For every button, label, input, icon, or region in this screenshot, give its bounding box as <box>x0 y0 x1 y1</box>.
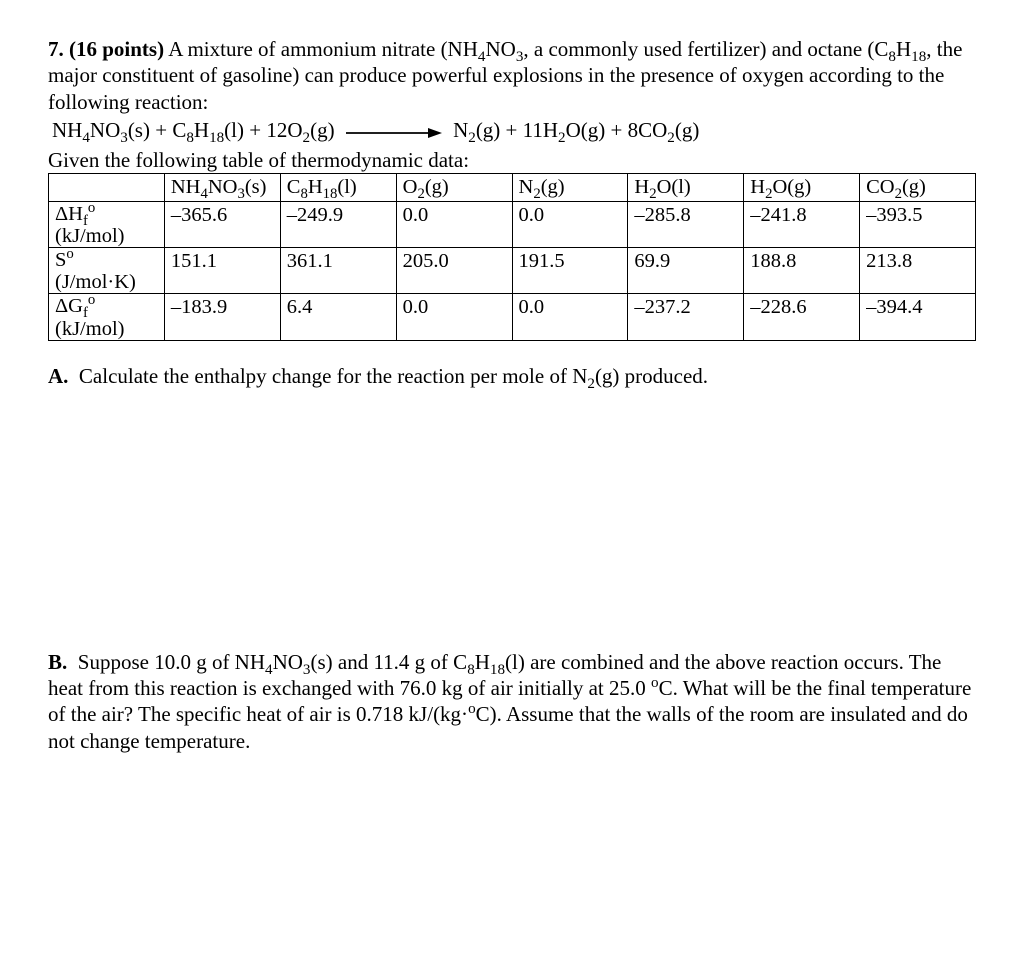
table-cell: –228.6 <box>744 294 860 340</box>
table-cell: 191.5 <box>512 248 628 294</box>
problem-intro: 7. (16 points) A mixture of ammonium nit… <box>48 36 976 115</box>
table-cell: –285.8 <box>628 201 744 247</box>
table-cell: 151.1 <box>164 248 280 294</box>
table-cell: –241.8 <box>744 201 860 247</box>
table-header-cell: N2(g) <box>512 174 628 202</box>
equation-left: NH4NO3(s) + C8H18(l) + 12O2(g) <box>52 118 335 142</box>
table-row: ΔHfo(kJ/mol) –365.6 –249.9 0.0 0.0 –285.… <box>49 201 976 247</box>
row-label: So(J/mol·K) <box>49 248 165 294</box>
table-header-cell: O2(g) <box>396 174 512 202</box>
part-letter: B. <box>48 650 67 674</box>
table-cell: 0.0 <box>396 201 512 247</box>
part-letter: A. <box>48 364 68 388</box>
table-cell: 0.0 <box>512 201 628 247</box>
table-cell: –249.9 <box>280 201 396 247</box>
part-a: A. Calculate the enthalpy change for the… <box>48 363 976 389</box>
given-line: Given the following table of thermodynam… <box>48 147 976 173</box>
row-label: ΔGfo(kJ/mol) <box>49 294 165 340</box>
row-label: ΔHfo(kJ/mol) <box>49 201 165 247</box>
table-cell: 213.8 <box>860 248 976 294</box>
part-b-text: Suppose 10.0 g of NH4NO3(s) and 11.4 g o… <box>48 650 971 753</box>
problem-number: 7. <box>48 37 64 61</box>
reaction-equation: NH4NO3(s) + C8H18(l) + 12O2(g) N2(g) + 1… <box>52 117 976 145</box>
table-header-cell: CO2(g) <box>860 174 976 202</box>
table-cell: 0.0 <box>396 294 512 340</box>
table-header-cell: C8H18(l) <box>280 174 396 202</box>
table-cell: –365.6 <box>164 201 280 247</box>
table-cell: –394.4 <box>860 294 976 340</box>
table-header-cell: NH4NO3(s) <box>164 174 280 202</box>
table-row: So(J/mol·K) 151.1 361.1 205.0 191.5 69.9… <box>49 248 976 294</box>
table-header-row: NH4NO3(s) C8H18(l) O2(g) N2(g) H2O(l) H2… <box>49 174 976 202</box>
part-b: B. Suppose 10.0 g of NH4NO3(s) and 11.4 … <box>48 649 976 754</box>
table-row: ΔGfo(kJ/mol) –183.9 6.4 0.0 0.0 –237.2 –… <box>49 294 976 340</box>
table-cell: 69.9 <box>628 248 744 294</box>
table-cell: 188.8 <box>744 248 860 294</box>
intro-text: A mixture of ammonium nitrate (NH4NO3, a… <box>48 37 962 114</box>
table-cell: –393.5 <box>860 201 976 247</box>
table-cell: –237.2 <box>628 294 744 340</box>
table-header-cell: H2O(l) <box>628 174 744 202</box>
problem-points: (16 points) <box>69 37 164 61</box>
table-header-cell: H2O(g) <box>744 174 860 202</box>
equation-right: N2(g) + 11H2O(g) + 8CO2(g) <box>453 118 699 142</box>
part-a-text: Calculate the enthalpy change for the re… <box>79 364 708 388</box>
table-cell: –183.9 <box>164 294 280 340</box>
table-cell: 0.0 <box>512 294 628 340</box>
reaction-arrow-icon <box>346 119 442 145</box>
thermo-table: NH4NO3(s) C8H18(l) O2(g) N2(g) H2O(l) H2… <box>48 173 976 340</box>
table-cell: 6.4 <box>280 294 396 340</box>
table-cell: 205.0 <box>396 248 512 294</box>
table-header-cell <box>49 174 165 202</box>
table-cell: 361.1 <box>280 248 396 294</box>
